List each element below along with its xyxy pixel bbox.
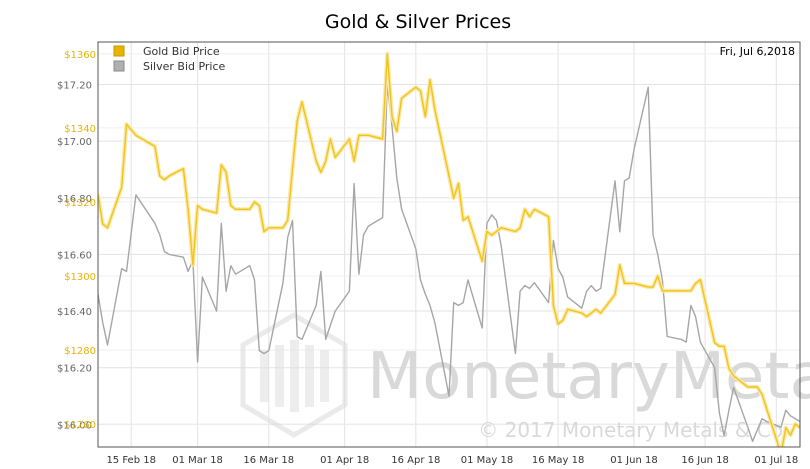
x-tick-label: 16 Apr 18	[391, 455, 440, 466]
x-tick-label: 15 Feb 18	[106, 455, 156, 466]
legend-label-silver: Silver Bid Price	[143, 60, 226, 73]
x-tick-label: 01 Jul 18	[754, 455, 798, 466]
x-axis: 15 Feb 18 01 Mar 18 16 Mar 18 01 Apr 18 16 A…	[106, 455, 798, 466]
gold-tick-label: $1280	[64, 346, 96, 357]
gold-tick-label: $1340	[64, 124, 96, 135]
x-tick-label: 01 May 18	[461, 455, 513, 466]
watermark-copyright: © 2017 Monetary Metals & Co.	[478, 418, 789, 442]
legend-label-gold: Gold Bid Price	[143, 45, 220, 58]
silver-swatch	[113, 60, 125, 72]
right-axis: $1260 $1280 $1300 $1320 $1340 $1360	[64, 50, 96, 431]
gold-tick-label: $1260	[64, 420, 96, 431]
x-tick-label: 16 Mar 18	[243, 455, 294, 466]
left-axis: $16.00 $16.20 $16.40 $16.60 $16.80 $17.00 $17.…	[57, 80, 92, 431]
watermark-logo	[240, 312, 348, 438]
legend: Gold Bid Price Silver Bid Price	[113, 45, 226, 73]
left-tick-label: $17.00	[57, 137, 92, 148]
x-tick-label: 01 Mar 18	[172, 455, 223, 466]
gold-tick-label: $1360	[64, 50, 96, 61]
x-tick-label: 16 Jun 18	[681, 455, 728, 466]
left-tick-label: $16.80	[57, 194, 92, 205]
current-date: Fri, Jul 6,2018	[720, 45, 795, 58]
left-tick-label: $16.60	[57, 250, 92, 261]
x-tick-label: 01 Jun 18	[610, 455, 657, 466]
grid	[98, 42, 800, 447]
series-layer	[98, 51, 800, 447]
left-tick-label: $16.40	[57, 307, 92, 318]
gold-series-line	[98, 53, 800, 447]
plot-frame	[97, 41, 801, 448]
gold-tick-label: $1320	[64, 198, 96, 209]
x-tick-label: 01 Apr 18	[320, 455, 369, 466]
legend-item-silver[interactable]: Silver Bid Price	[113, 60, 226, 73]
legend-item-gold[interactable]: Gold Bid Price	[113, 45, 220, 58]
x-tick-label: 16 May 18	[532, 455, 584, 466]
left-tick-label: $16.00	[57, 420, 92, 431]
gold-swatch	[113, 45, 125, 57]
silver-series-line	[98, 83, 800, 442]
left-tick-label: $16.20	[57, 364, 92, 375]
left-tick-label: $17.20	[57, 80, 92, 91]
gold-tick-label: $1300	[64, 272, 96, 283]
chart-title: Gold & Silver Prices	[325, 11, 511, 33]
